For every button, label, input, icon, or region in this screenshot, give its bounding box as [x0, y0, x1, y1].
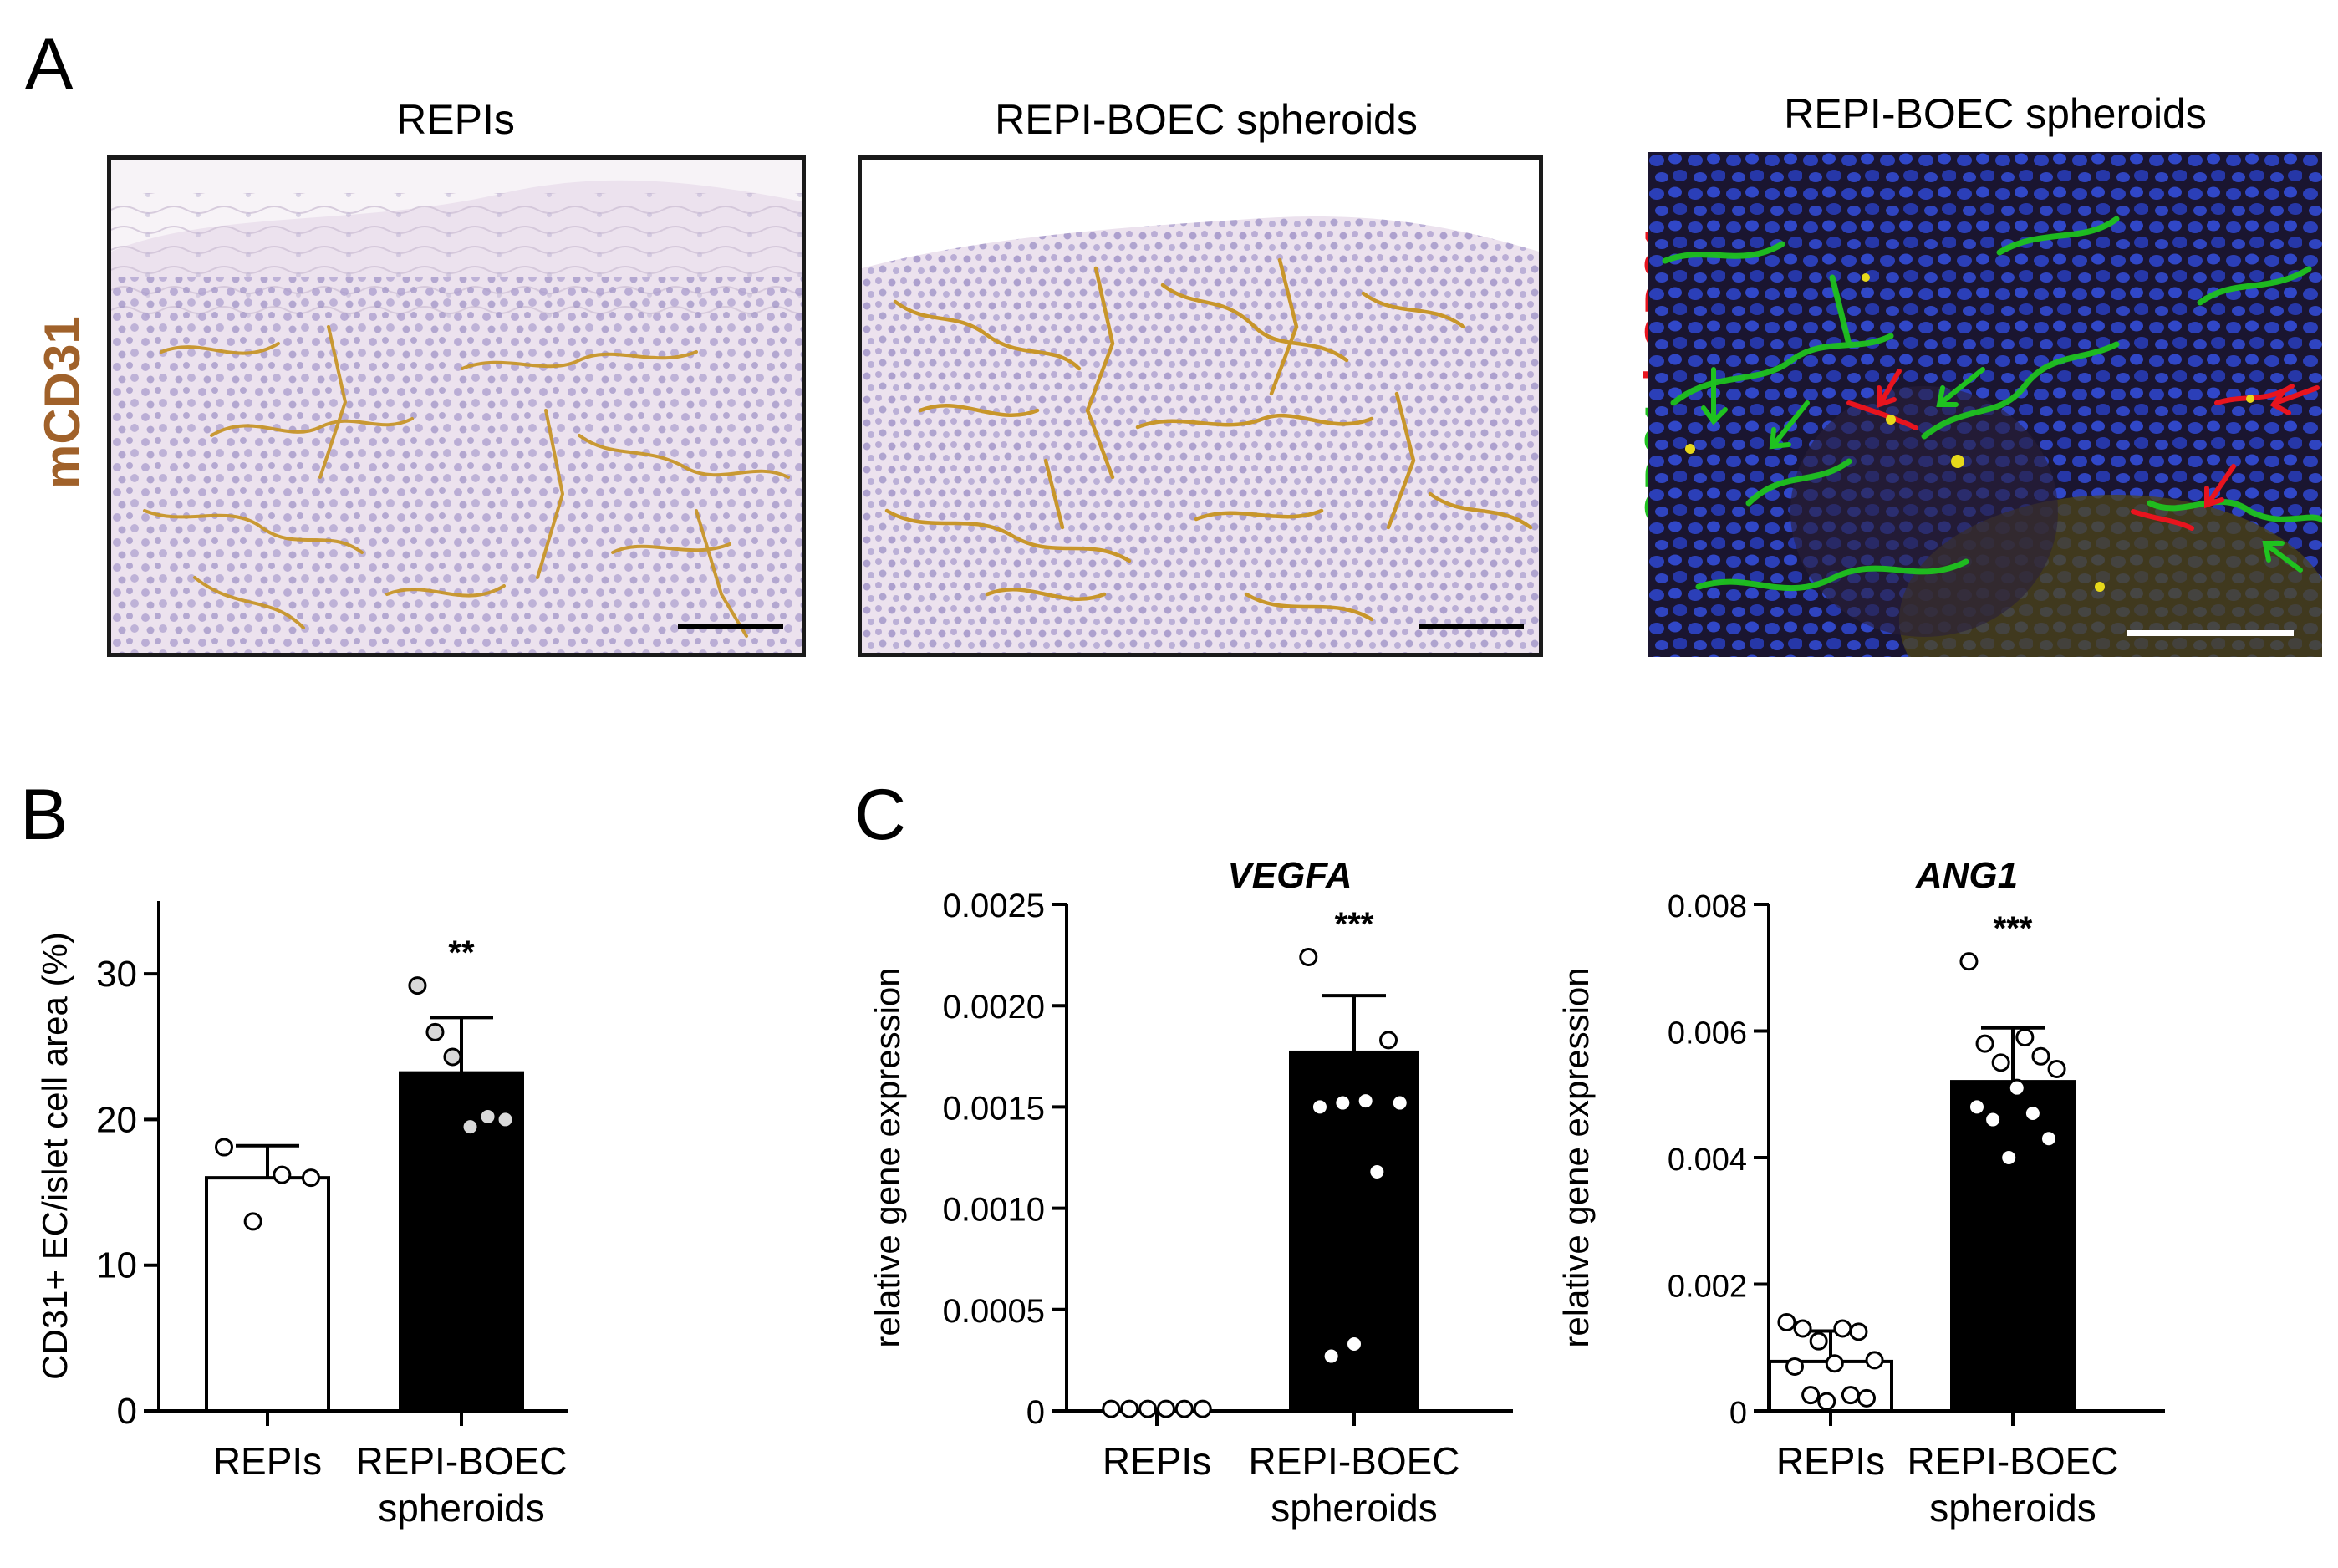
chart1-category-label-1-0: REPI-BOEC — [1248, 1439, 1459, 1483]
chart1-point-1-0 — [1299, 948, 1318, 967]
chart0-ytick-label-2: 20 — [96, 1099, 137, 1140]
chart1-category-label-0-0: REPIs — [1103, 1439, 1211, 1483]
chart0-point-1-2 — [443, 1047, 462, 1067]
chart0-ytick-label-0: 0 — [117, 1391, 137, 1432]
image-title-repis: REPIs — [396, 96, 515, 143]
chart2-point-1-1 — [2015, 1028, 2035, 1047]
panel-letter-b: B — [20, 775, 69, 855]
chart2-point-0-1 — [1833, 1319, 1852, 1338]
chart1-point-0-1 — [1120, 1399, 1139, 1418]
chart1-point-0-3 — [1156, 1399, 1175, 1418]
chart2-point-0-8 — [1841, 1386, 1860, 1405]
chart0-point-0-2 — [273, 1165, 292, 1184]
chart2-point-1-11 — [1999, 1148, 2019, 1167]
chart-cd31-area: CD31+ EC/islet cell area (%) 0 10 20 30 REPIs… — [35, 901, 568, 1530]
chart2-ylabel: relative gene expression — [1556, 967, 1596, 1347]
chart2-ytick-label-4: 0.008 — [1668, 889, 1747, 924]
chart2-ytick-label-0: 0 — [1729, 1396, 1747, 1431]
micrograph-fluorescence — [1648, 152, 2322, 657]
chart2-category-label-1-0: REPI-BOEC — [1907, 1439, 2118, 1483]
chart0-point-0-1 — [302, 1168, 320, 1188]
chart2-point-0-6 — [1825, 1354, 1844, 1373]
chart0-ytick-label-3: 30 — [96, 954, 137, 995]
chart2-point-1-3 — [2031, 1046, 2050, 1066]
image-title-spheroids-ihc: REPI-BOEC spheroids — [995, 96, 1418, 143]
chart0-category-label-1-1: spheroids — [378, 1486, 544, 1530]
chart1-category-label-1-1: spheroids — [1271, 1486, 1437, 1530]
chart1-point-1-7 — [1345, 1335, 1363, 1354]
chart0-point-0-0 — [215, 1138, 233, 1157]
chart0-category-label-0-0: REPIs — [213, 1439, 322, 1483]
chart1-point-1-1 — [1379, 1031, 1398, 1050]
micrograph-repis — [107, 155, 806, 657]
chart2-point-0-0 — [1777, 1312, 1796, 1331]
chart2-point-0-11 — [1817, 1392, 1836, 1411]
chart2-point-1-2 — [1975, 1034, 1994, 1053]
ihc-stain-label: mCD31 — [34, 316, 90, 489]
chart2-point-0-2 — [1793, 1319, 1812, 1338]
chart2-point-0-9 — [1801, 1386, 1821, 1405]
chart2-point-1-8 — [2023, 1103, 2042, 1123]
chart1-ylabel: relative gene expression — [868, 967, 907, 1347]
chart1-ytick-label-2: 0.0010 — [943, 1192, 1045, 1229]
chart1-ytick-label-4: 0.0020 — [943, 989, 1045, 1026]
chart2-bar-repi-boec-spheroids — [1950, 1080, 2076, 1413]
chart2-point-1-10 — [2040, 1129, 2059, 1148]
chart0-point-1-1 — [425, 1022, 445, 1041]
chart2-point-0-3 — [1849, 1322, 1868, 1341]
chart2-point-0-7 — [1785, 1357, 1804, 1376]
chart0-point-1-3 — [461, 1117, 480, 1137]
panel-letter-a: A — [25, 24, 74, 104]
chart1-ytick-label-0: 0 — [1026, 1394, 1045, 1431]
chart2-ytick-label-3: 0.006 — [1668, 1016, 1747, 1051]
chart1-point-0-0 — [1102, 1399, 1121, 1418]
chart1-ytick-label-1: 0.0005 — [943, 1293, 1045, 1330]
chart1-point-1-8 — [1322, 1347, 1341, 1366]
chart0-significance-1: ** — [448, 934, 475, 971]
image-title-spheroids-fluor: REPI-BOEC spheroids — [1784, 90, 2207, 137]
chart0-point-1-4 — [478, 1107, 497, 1126]
chart0-point-1-5 — [496, 1110, 515, 1129]
chart1-point-1-5 — [1390, 1093, 1409, 1112]
chart0-ylabel: CD31+ EC/islet cell area (%) — [35, 932, 74, 1380]
chart2-category-label-1-1: spheroids — [1929, 1486, 2096, 1530]
chart2-point-1-5 — [2047, 1059, 2066, 1078]
chart2-point-0-10 — [1857, 1388, 1877, 1408]
chart-vegfa: VEGFA relative gene expression 0 0.0005 0.00… — [868, 855, 1513, 1530]
chart1-ytick-label-3: 0.0015 — [943, 1090, 1045, 1127]
chart1-point-0-2 — [1138, 1399, 1158, 1418]
chart1-point-1-3 — [1333, 1093, 1352, 1112]
chart0-bar-repis — [205, 1176, 330, 1413]
chart2-ytick-label-2: 0.004 — [1668, 1143, 1747, 1178]
chart2-category-label-0-0: REPIs — [1776, 1439, 1885, 1483]
chart2-point-0-4 — [1809, 1331, 1828, 1351]
panel-letter-c: C — [854, 775, 907, 855]
chart0-point-0-3 — [243, 1212, 262, 1231]
chart2-point-1-0 — [1959, 952, 1979, 971]
chart2-point-1-9 — [1984, 1110, 2003, 1129]
micrograph-spheroids-ihc — [858, 155, 1543, 657]
chart-ang1: ANG1 relative gene expression 0 0.002 0.004 0… — [1556, 855, 2165, 1530]
chart2-ytick-label-1: 0.002 — [1668, 1270, 1747, 1305]
chart2-point-1-6 — [2007, 1078, 2026, 1097]
chart2-point-0-5 — [1865, 1351, 1884, 1370]
chart0-category-label-1-0: REPI-BOEC — [355, 1439, 567, 1483]
chart0-ytick-label-1: 10 — [96, 1245, 137, 1286]
chart0-point-1-0 — [408, 976, 427, 995]
chart1-title: VEGFA — [1227, 855, 1352, 896]
chart1-point-1-4 — [1310, 1097, 1329, 1117]
chart2-significance-1: *** — [1994, 910, 2033, 947]
chart1-point-1-2 — [1356, 1092, 1375, 1111]
chart2-point-1-4 — [1991, 1053, 2010, 1072]
chart2-point-1-7 — [1967, 1097, 1986, 1117]
chart2-title: ANG1 — [1915, 855, 2018, 896]
chart1-significance-1: *** — [1335, 906, 1374, 943]
chart1-point-1-6 — [1368, 1162, 1387, 1181]
chart1-point-0-5 — [1193, 1399, 1212, 1418]
chart1-ytick-label-5: 0.0025 — [943, 888, 1045, 924]
chart1-point-0-4 — [1174, 1399, 1194, 1418]
